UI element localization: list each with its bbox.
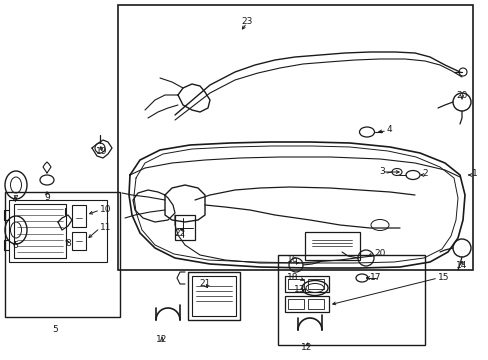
Text: 14: 14 [455,261,467,270]
Bar [14,204,66,258]
Bar [175,215,195,240]
Bar [307,279,324,289]
Text: 8: 8 [65,238,71,248]
Text: 21: 21 [199,279,210,288]
Text: 10: 10 [100,206,111,215]
Bar [285,276,328,292]
Bar [287,279,304,289]
Text: 15: 15 [437,274,448,283]
Text: 19: 19 [96,148,107,157]
Text: 5: 5 [52,325,58,334]
Text: 22: 22 [174,229,185,238]
Text: 11: 11 [100,224,111,233]
Text: 20: 20 [373,248,385,257]
Text: 13: 13 [293,285,305,294]
Text: 18: 18 [286,273,297,282]
Text: 4: 4 [386,126,392,135]
Bar [72,205,86,227]
Text: 16: 16 [286,256,297,265]
Text: 3: 3 [378,167,384,176]
Text: 6: 6 [12,240,18,249]
Text: 2: 2 [421,170,427,179]
Bar [5,192,120,317]
Text: 1: 1 [471,170,477,179]
Bar [118,5,472,270]
Text: 12: 12 [301,343,312,352]
Text: 7: 7 [12,195,18,204]
Text: 17: 17 [369,273,381,282]
Text: 9: 9 [44,194,50,202]
Bar [278,255,424,345]
Bar [9,200,107,262]
Bar [307,299,324,309]
Bar [305,232,359,260]
Text: 20: 20 [455,90,467,99]
Bar [72,232,86,250]
Text: 12: 12 [156,336,167,345]
Bar [287,299,304,309]
Bar [192,276,236,316]
Bar [187,272,240,320]
Bar [285,296,328,312]
Text: 23: 23 [241,18,252,27]
